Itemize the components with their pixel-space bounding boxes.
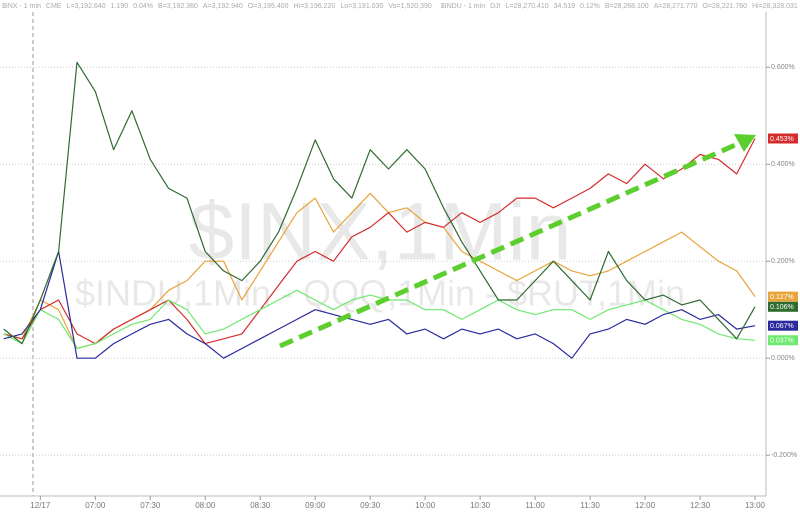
watermark: $INX,1Min xyxy=(189,187,572,278)
trend-arrow xyxy=(278,134,756,349)
x-tick-label: 12:00 xyxy=(635,501,656,510)
header-field: CME xyxy=(46,3,62,10)
header-field: L=28,270.410 xyxy=(506,3,549,10)
header-field: 1.190 xyxy=(111,3,129,10)
last-value-label: 0.453% xyxy=(770,136,794,143)
header-field: B=28,268.100 xyxy=(605,3,649,10)
last-value-box xyxy=(768,335,798,346)
header-field: L=3,192.640 xyxy=(66,3,105,10)
x-tick-label: 11:30 xyxy=(580,501,600,510)
lines xyxy=(3,61,756,359)
last-value-label: 0.106% xyxy=(770,304,794,311)
last-value-box xyxy=(768,320,798,331)
header-field: 0.04% xyxy=(133,3,153,10)
arrow-shaft xyxy=(278,139,744,349)
x-tick-label: 12/17 xyxy=(30,501,51,510)
y-tick-label: -0.200% xyxy=(771,452,797,459)
last-value-box xyxy=(768,291,798,302)
header-field: Hi=28,328.031 xyxy=(752,3,798,10)
header-field: Hi=3,196.220 xyxy=(293,3,335,10)
header: $INX - 1 min CME L=3,192.640 1.190 0.04% B=3,… xyxy=(2,3,798,10)
header-field: $INX - 1 min xyxy=(2,3,41,10)
series-line xyxy=(3,138,756,345)
x-tick-label: 10:00 xyxy=(415,501,436,510)
x-tick-label: 11:00 xyxy=(525,501,545,510)
header-field: DJI xyxy=(490,3,501,10)
header-field: O=3,195.400 xyxy=(248,3,289,10)
series-line xyxy=(3,289,756,350)
header-field: Lo=3,191.030 xyxy=(340,3,383,10)
x-tick-label: 12:30 xyxy=(690,501,711,510)
x-tick-label: 13:00 xyxy=(745,501,766,510)
y-tick-label: 0.600% xyxy=(771,64,795,71)
x-tick-label: 09:30 xyxy=(360,501,381,510)
last-value-box xyxy=(768,301,798,312)
header-field: 0.12% xyxy=(580,3,600,10)
header-field: A=28,271.770 xyxy=(654,3,698,10)
last-value-label: 0.127% xyxy=(770,294,794,301)
series-line xyxy=(3,61,756,345)
axes: -0.200% 0.000% 0.200% 0.400% 0.600% 12/17 07:0… xyxy=(30,64,798,510)
y-tick-label: 0.200% xyxy=(771,258,795,265)
x-tick-label: 08:00 xyxy=(195,501,216,510)
header-field: B=3,192.360 xyxy=(158,3,198,10)
header-field: Vo=1,520,390 xyxy=(388,3,432,10)
header-field: O=28,221.760 xyxy=(702,3,747,10)
arrow-head xyxy=(734,134,756,152)
y-tick-label: 0.000% xyxy=(771,355,795,362)
series-line xyxy=(3,250,756,359)
header-field: $INDU - 1 min xyxy=(441,3,485,10)
header-field: A=3,192.940 xyxy=(203,3,243,10)
x-tick-label: 07:30 xyxy=(140,501,161,510)
x-tick-label: 08:30 xyxy=(250,501,271,510)
x-tick-label: 07:00 xyxy=(85,501,106,510)
x-tick-label: 10:30 xyxy=(470,501,491,510)
last-value-box xyxy=(768,133,798,144)
last-value-label: 0.067% xyxy=(770,323,794,330)
y-tick-label: 0.400% xyxy=(771,161,795,168)
header-field: 34.519 xyxy=(554,3,576,10)
x-tick-label: 09:00 xyxy=(305,501,326,510)
last-value-label: 0.037% xyxy=(770,338,794,345)
